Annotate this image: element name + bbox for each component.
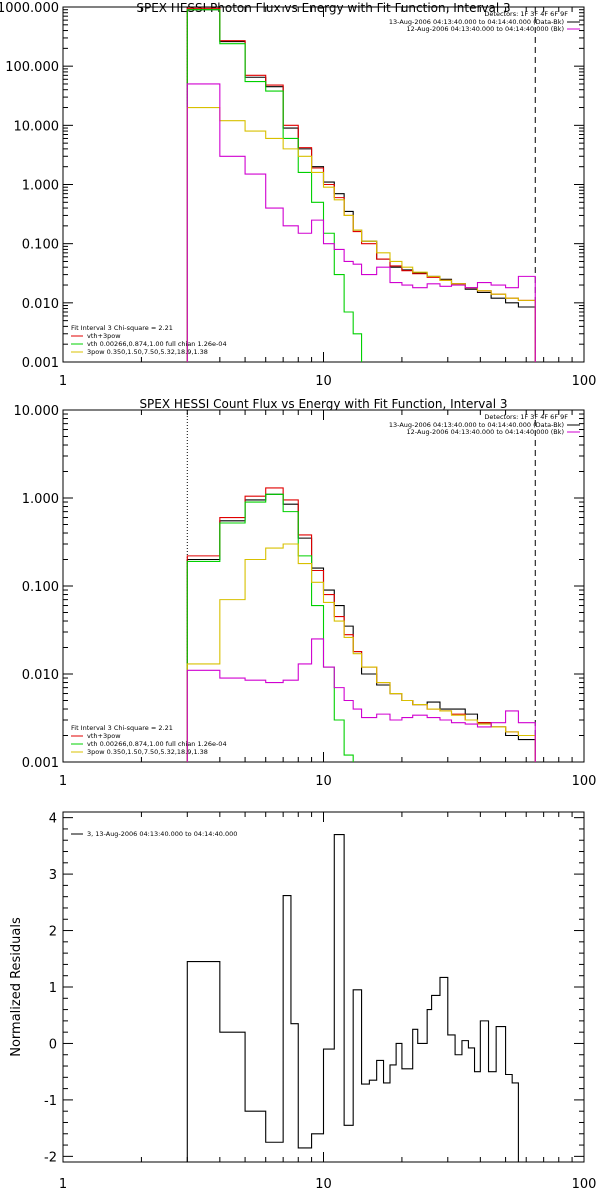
series-data bbox=[186, 834, 519, 1162]
y-tick-label: 4 bbox=[49, 812, 57, 827]
residuals-panel: 1 10 100 -2 -1 0 1 2 3 4 Normalized Residuals 3, 13… bbox=[9, 811, 597, 1192]
y-tick-label: 0 bbox=[49, 1037, 57, 1052]
y-tick-label: 3 bbox=[49, 868, 57, 883]
series-thermal bbox=[186, 493, 354, 762]
series-background bbox=[186, 83, 536, 362]
x-tick-label: 1 bbox=[59, 374, 67, 389]
legend-header: Fit Interval 3 Chi-square = 2.21 bbox=[71, 724, 173, 732]
count-flux-panel: SPEX HESSI Count Flux vs Energy with Fit… bbox=[14, 397, 597, 789]
series-background bbox=[186, 638, 536, 762]
detectors-label: Detectors: 1F 3F 4F 6F 9F bbox=[484, 10, 568, 18]
x-tick-label: 10 bbox=[315, 1177, 332, 1192]
legend-entry-left: vth 0.00266,0.874,1.00 full chian 1.26e-… bbox=[87, 740, 227, 748]
series-thermal bbox=[186, 9, 363, 362]
legend-entry-right: 12-Aug-2006 04:13:40.000 to 04:14:40.000… bbox=[407, 25, 564, 33]
y-tick-label: 1 bbox=[49, 981, 57, 996]
legend-entry-left: vth+3pow bbox=[87, 332, 121, 340]
y-tick-label: 0.001 bbox=[22, 756, 59, 771]
y-tick-label: 0.001 bbox=[22, 356, 59, 371]
legend-header: Fit Interval 3 Chi-square = 2.21 bbox=[71, 324, 173, 332]
x-tick-label: 100 bbox=[572, 374, 597, 389]
series-powerlaw bbox=[186, 543, 536, 762]
legend-entry-right: 13-Aug-2006 04:13:40.000 to 04:14:40.000… bbox=[389, 421, 564, 429]
x-tick-label: 1 bbox=[59, 774, 67, 789]
detectors-label: Detectors: 1F 3F 4F 6F 9F bbox=[484, 413, 568, 421]
series-powerlaw bbox=[186, 106, 536, 362]
y-tick-label: 0.100 bbox=[22, 580, 59, 595]
y-tick-label: 1000.000 bbox=[0, 1, 59, 16]
y-tick-label: 2 bbox=[49, 925, 57, 940]
chart-title: SPEX HESSI Count Flux vs Energy with Fit… bbox=[139, 397, 507, 411]
legend-entry-left: 3pow 0.350,1.50,7.50,5.32,18.9,1.38 bbox=[87, 348, 208, 356]
x-tick-label: 100 bbox=[572, 1177, 597, 1192]
legend-entry-right: 13-Aug-2006 04:13:40.000 to 04:14:40.000… bbox=[389, 18, 564, 26]
photon-flux-panel: SPEX HESSI Photon Flux vs Energy with Fi… bbox=[0, 1, 597, 389]
x-tick-label: 1 bbox=[59, 1177, 67, 1192]
legend-entry-right: 12-Aug-2006 04:13:40.000 to 04:14:40.000… bbox=[407, 428, 564, 436]
y-tick-label: 1.000 bbox=[22, 492, 59, 507]
y-tick-label: 10.000 bbox=[14, 404, 60, 419]
y-tick-label: -1 bbox=[44, 1094, 57, 1109]
y-tick-label: 10.000 bbox=[14, 119, 60, 134]
y-axis-label: Normalized Residuals bbox=[9, 917, 24, 1057]
y-tick-label: 100.000 bbox=[5, 60, 59, 75]
x-tick-label: 10 bbox=[315, 774, 332, 789]
y-tick-label: 1.000 bbox=[22, 179, 59, 194]
y-tick-label: 0.010 bbox=[22, 297, 59, 312]
y-tick-label: 0.010 bbox=[22, 668, 59, 683]
x-tick-label: 100 bbox=[572, 774, 597, 789]
legend-entry-left: 3pow 0.350,1.50,7.50,5.32,18.9,1.38 bbox=[87, 748, 208, 756]
x-tick-label: 10 bbox=[315, 374, 332, 389]
legend-entry-left: vth+3pow bbox=[87, 732, 121, 740]
legend-header: 3, 13-Aug-2006 04:13:40.000 to 04:14:40.… bbox=[87, 830, 237, 838]
y-tick-label: -2 bbox=[44, 1150, 57, 1165]
y-tick-label: 0.100 bbox=[22, 238, 59, 253]
legend-entry-left: vth 0.00266,0.874,1.00 full chian 1.26e-… bbox=[87, 340, 227, 348]
